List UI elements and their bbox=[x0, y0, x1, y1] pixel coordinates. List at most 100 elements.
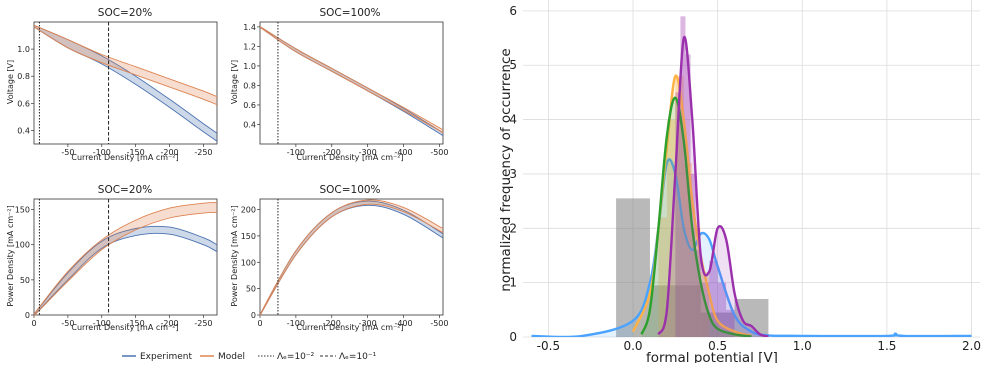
x-tick-label: -200 bbox=[160, 319, 178, 328]
y-tick-label: 50 bbox=[246, 285, 256, 294]
histogram-bar bbox=[616, 198, 650, 337]
x-tick-label: 0 bbox=[257, 319, 262, 328]
series-band bbox=[34, 226, 217, 316]
x-tick-label: -400 bbox=[394, 319, 412, 328]
kde-line bbox=[657, 35, 769, 337]
y-tick-label: 0 bbox=[25, 311, 30, 320]
x-axis-label: Current Density [mA cm⁻²] bbox=[71, 323, 178, 332]
legend-model: Model bbox=[218, 352, 245, 362]
histogram-bar bbox=[692, 228, 701, 337]
x-tick-label: 0 bbox=[31, 319, 36, 328]
y-axis-label: Voltage [V] bbox=[230, 60, 239, 104]
bottom-legend: Experiment Model Λₑ=10⁻² Λₑ=10⁻¹ bbox=[122, 352, 377, 362]
y-tick-label: 200 bbox=[241, 206, 256, 215]
legend-experiment: Experiment bbox=[140, 352, 192, 362]
x-tick-label: 0.0 bbox=[623, 339, 642, 353]
x-tick-label: 2.0 bbox=[962, 339, 981, 353]
series-upper-line bbox=[33, 225, 218, 315]
plot-frame bbox=[33, 21, 218, 145]
y-tick-label: 0.6 bbox=[243, 101, 256, 110]
y-axis-label: Power Density [mA cm⁻²] bbox=[6, 205, 15, 306]
series-upper-line bbox=[33, 24, 218, 98]
histogram-bar bbox=[700, 282, 710, 337]
x-tick-label: -500 bbox=[430, 148, 448, 157]
x-tick-label: 0.5 bbox=[708, 339, 727, 353]
series-lower-line bbox=[259, 203, 444, 316]
y-tick-label: 0.4 bbox=[17, 126, 30, 135]
x-tick-label: -50 bbox=[61, 319, 74, 328]
legend-dashed: Λₑ=10⁻¹ bbox=[339, 352, 377, 362]
histogram-bar bbox=[695, 250, 701, 337]
x-tick-label: -200 bbox=[323, 319, 341, 328]
x-tick-label: 1.5 bbox=[877, 339, 896, 353]
x-tick-label: -0.5 bbox=[537, 339, 560, 353]
x-tick-label: -100 bbox=[93, 148, 111, 157]
y-tick-label: 0.8 bbox=[17, 72, 30, 81]
chart-title: SOC=100% bbox=[319, 184, 380, 196]
histogram-bar bbox=[680, 16, 686, 337]
x-tick-label: -300 bbox=[359, 148, 377, 157]
x-tick-label: -150 bbox=[127, 319, 145, 328]
legend-dotted: Λₑ=10⁻² bbox=[277, 352, 315, 362]
y-tick-label: 0 bbox=[251, 311, 256, 320]
x-tick-label: -250 bbox=[194, 319, 212, 328]
y-tick-label: 1 bbox=[509, 276, 517, 290]
y-tick-label: 0.4 bbox=[243, 120, 256, 129]
y-tick-label: 0 bbox=[509, 330, 517, 344]
y-tick-label: 5 bbox=[509, 58, 517, 72]
x-tick-label: -150 bbox=[127, 148, 145, 157]
plot-frame bbox=[33, 198, 218, 316]
kde-fill bbox=[658, 37, 769, 337]
histogram-bar bbox=[658, 217, 667, 337]
left-panel-4: SOC=100% Current Density [mA cm⁻²] Power… bbox=[230, 184, 404, 332]
x-tick-label: -200 bbox=[323, 148, 341, 157]
left-panel-2: SOC=100% Current Density [mA cm⁻²] Volta… bbox=[230, 7, 404, 162]
series-upper-line bbox=[259, 199, 444, 315]
y-tick-label: 150 bbox=[241, 232, 256, 241]
histogram-bar bbox=[649, 285, 667, 337]
chart-title: SOC=20% bbox=[98, 7, 152, 19]
series-band bbox=[260, 26, 443, 133]
y-tick-label: 100 bbox=[241, 258, 256, 267]
y-tick-label: 6 bbox=[509, 4, 517, 18]
y-tick-label: 2 bbox=[509, 221, 517, 235]
series-lower-line bbox=[259, 26, 444, 134]
histogram-bar bbox=[683, 163, 693, 337]
y-tick-label: 100 bbox=[15, 241, 30, 250]
series-band bbox=[260, 26, 443, 136]
x-tick-label: -250 bbox=[194, 148, 212, 157]
series-upper-line bbox=[259, 26, 444, 131]
y-axis-label: normalized frequency of occurrence bbox=[498, 48, 514, 291]
x-tick-label: -500 bbox=[430, 319, 448, 328]
y-tick-label: 0.6 bbox=[17, 99, 30, 108]
kde-line bbox=[531, 158, 972, 337]
x-tick-label: -100 bbox=[93, 319, 111, 328]
y-tick-label: 1.0 bbox=[243, 62, 256, 71]
histogram-bar bbox=[726, 309, 735, 337]
series-lower-line bbox=[33, 26, 218, 106]
y-axis-label: Power Density [mA cm⁻²] bbox=[230, 205, 239, 306]
y-tick-label: 0.8 bbox=[243, 81, 256, 90]
x-axis-label: Current Density [mA cm⁻²] bbox=[296, 323, 403, 332]
histogram-bar bbox=[675, 92, 681, 337]
left-panel-3: SOC=20% Current Density [mA cm⁻²] Power … bbox=[6, 184, 179, 332]
chart-title: SOC=20% bbox=[98, 184, 152, 196]
kde-line bbox=[640, 96, 752, 337]
series-lower-line bbox=[33, 211, 218, 317]
left-panel-1: SOC=20% Current Density [mA cm⁻²] Voltag… bbox=[6, 7, 179, 162]
y-tick-label: 3 bbox=[509, 167, 517, 181]
x-axis-label: Current Density [mA cm⁻²] bbox=[296, 153, 403, 162]
histogram-bar bbox=[666, 285, 701, 337]
histogram-bar bbox=[690, 173, 696, 337]
plot-area bbox=[523, 0, 980, 337]
x-tick-label: -200 bbox=[160, 148, 178, 157]
x-tick-label: -100 bbox=[287, 148, 305, 157]
series-lower-line bbox=[33, 232, 218, 317]
series-upper-line bbox=[33, 202, 218, 315]
x-axis-label: formal potential [V] bbox=[646, 350, 778, 363]
x-tick-label: -100 bbox=[287, 319, 305, 328]
histogram-bar bbox=[717, 282, 727, 337]
y-tick-label: 4 bbox=[509, 113, 517, 127]
y-tick-label: 1.0 bbox=[17, 45, 30, 54]
